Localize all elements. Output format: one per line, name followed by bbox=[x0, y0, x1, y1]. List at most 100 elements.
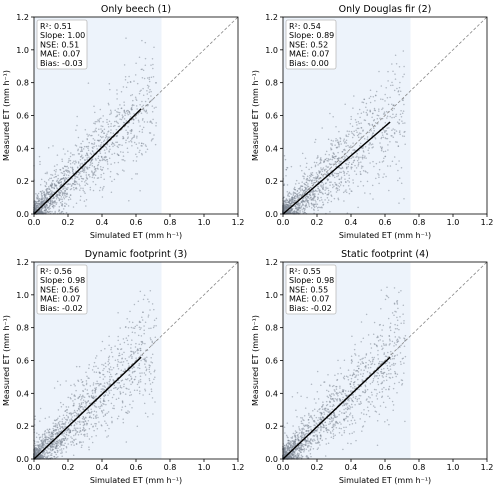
scatter-point bbox=[368, 124, 371, 126]
scatter-point bbox=[355, 439, 357, 442]
scatter-point bbox=[66, 165, 69, 168]
scatter-point bbox=[71, 416, 73, 418]
x-tick-label: 0.8 bbox=[164, 218, 177, 227]
scatter-point bbox=[288, 191, 291, 194]
scatter-point bbox=[95, 371, 98, 373]
scatter-point bbox=[384, 298, 387, 301]
scatter-point bbox=[83, 384, 85, 387]
scatter-point bbox=[102, 389, 104, 391]
scatter-point bbox=[145, 151, 147, 153]
scatter-point bbox=[365, 313, 368, 316]
scatter-point bbox=[288, 200, 291, 203]
scatter-point bbox=[47, 438, 50, 441]
scatter-point bbox=[390, 84, 392, 87]
scatter-point bbox=[338, 144, 340, 146]
scatter-point bbox=[311, 418, 314, 420]
scatter-point bbox=[303, 451, 305, 453]
scatter-point bbox=[357, 163, 360, 166]
scatter-point bbox=[299, 187, 302, 189]
scatter-point bbox=[315, 422, 318, 424]
scatter-point bbox=[138, 130, 141, 133]
scatter-point bbox=[59, 384, 62, 386]
scatter-point bbox=[77, 407, 80, 410]
scatter-point bbox=[297, 206, 300, 208]
scatter-point bbox=[312, 199, 314, 202]
scatter-point bbox=[64, 189, 66, 192]
scatter-point bbox=[359, 373, 362, 375]
scatter-point bbox=[98, 119, 100, 122]
scatter-point bbox=[116, 381, 118, 384]
scatter-point bbox=[111, 153, 113, 155]
scatter-point bbox=[35, 447, 37, 449]
scatter-point bbox=[391, 355, 394, 357]
scatter-point bbox=[144, 110, 147, 113]
scatter-point bbox=[143, 332, 145, 335]
scatter-point bbox=[134, 74, 137, 76]
scatter-point bbox=[91, 392, 94, 394]
scatter-point bbox=[99, 152, 102, 155]
stat-line: NSE: 0.56 bbox=[40, 285, 79, 294]
scatter-point bbox=[108, 367, 110, 370]
scatter-point bbox=[141, 142, 143, 145]
scatter-point bbox=[343, 377, 346, 380]
scatter-point bbox=[97, 119, 99, 121]
scatter-point bbox=[82, 407, 84, 409]
scatter-point bbox=[114, 109, 116, 112]
scatter-point bbox=[130, 393, 133, 396]
scatter-point bbox=[83, 200, 86, 202]
scatter-point bbox=[123, 111, 126, 114]
scatter-point bbox=[44, 439, 46, 441]
scatter-point bbox=[118, 154, 120, 157]
scatter-point bbox=[82, 389, 84, 392]
x-tick-label: 0.0 bbox=[277, 218, 290, 227]
scatter-point bbox=[307, 439, 309, 441]
scatter-point bbox=[139, 90, 141, 92]
scatter-point bbox=[321, 168, 324, 171]
scatter-point bbox=[86, 183, 89, 186]
scatter-point bbox=[137, 381, 140, 384]
scatter-point bbox=[55, 168, 57, 171]
scatter-point bbox=[393, 355, 396, 358]
scatter-point bbox=[329, 181, 331, 184]
scatter-point bbox=[98, 421, 100, 423]
scatter-point bbox=[43, 199, 46, 201]
scatter-point bbox=[386, 115, 389, 117]
scatter-point bbox=[141, 100, 143, 103]
scatter-point bbox=[94, 168, 96, 171]
scatter-point bbox=[100, 136, 103, 139]
scatter-point bbox=[350, 168, 353, 170]
y-tick-label: 0.6 bbox=[265, 112, 278, 121]
scatter-point bbox=[138, 386, 141, 388]
scatter-point bbox=[129, 355, 132, 357]
scatter-point bbox=[378, 161, 381, 163]
scatter-point bbox=[108, 384, 110, 386]
scatter-point bbox=[289, 202, 291, 204]
scatter-point bbox=[328, 423, 330, 426]
scatter-point bbox=[398, 291, 400, 294]
scatter-point bbox=[99, 397, 102, 400]
scatter-point bbox=[320, 196, 322, 199]
scatter-point bbox=[366, 109, 369, 111]
scatter-point bbox=[146, 89, 148, 92]
scatter-point bbox=[348, 177, 351, 180]
x-tick-label: 0.4 bbox=[96, 463, 109, 472]
scatter-point bbox=[346, 212, 349, 214]
scatter-point bbox=[119, 104, 121, 106]
scatter-point bbox=[334, 144, 336, 146]
scatter-point bbox=[96, 427, 99, 430]
scatter-point bbox=[350, 118, 352, 121]
scatter-point bbox=[283, 204, 285, 207]
scatter-point bbox=[311, 171, 314, 174]
scatter-point bbox=[95, 355, 98, 357]
scatter-point bbox=[73, 427, 76, 429]
scatter-point bbox=[360, 122, 362, 124]
scatter-point bbox=[61, 420, 63, 423]
scatter-point bbox=[113, 178, 116, 181]
stats-box-frame bbox=[36, 19, 88, 70]
scatter-point bbox=[74, 434, 77, 436]
scatter-point bbox=[90, 159, 93, 161]
scatter-point bbox=[313, 195, 316, 197]
scatter-point bbox=[334, 183, 337, 185]
y-tick-label: 1.2 bbox=[16, 13, 29, 22]
scatter-point bbox=[105, 158, 108, 161]
